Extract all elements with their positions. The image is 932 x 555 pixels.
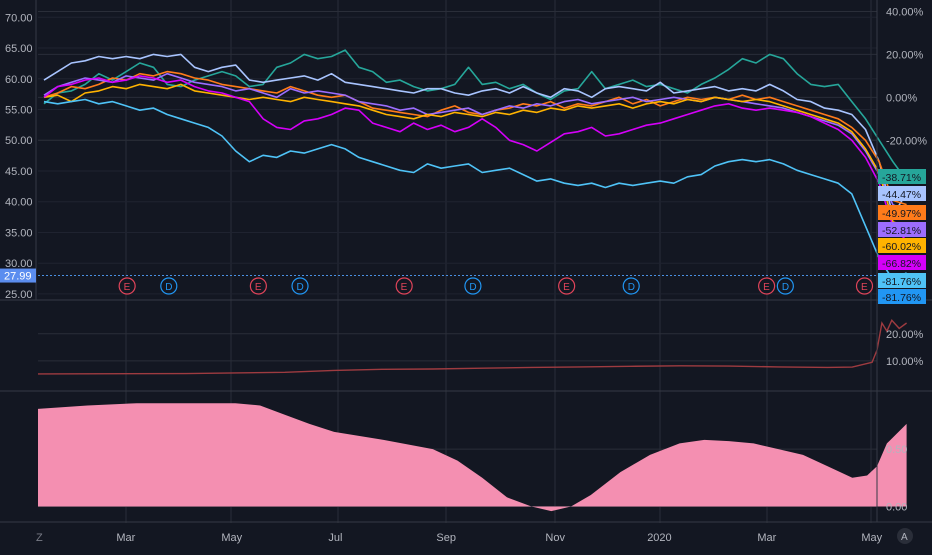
event-marker-label: E: [563, 282, 570, 293]
left-axis-tick-label: 65.00: [5, 43, 33, 55]
correlation-pane[interactable]: [38, 403, 907, 512]
time-axis-label: Mar: [757, 532, 776, 544]
dividend-marker[interactable]: [160, 277, 178, 295]
series-end-label-box: [878, 238, 926, 253]
gridlines: [38, 0, 877, 523]
right-axis-tick-label: 20.00%: [886, 49, 924, 61]
event-marker-label: D: [628, 282, 635, 293]
series-end-label: -38.71%: [882, 172, 921, 184]
series-end-label: -81.76%: [882, 292, 921, 304]
correlation-area[interactable]: [38, 403, 907, 512]
time-axis-label: Sep: [436, 532, 456, 544]
series-end-label-box: [878, 222, 926, 237]
earnings-marker[interactable]: [395, 277, 413, 295]
price-label: 27.99: [4, 271, 32, 283]
spread-line[interactable]: [37, 319, 908, 375]
dividend-marker[interactable]: [464, 277, 482, 295]
event-marker-label: D: [165, 282, 172, 293]
series-end-label: -49.97%: [882, 208, 921, 220]
dividend-marker[interactable]: [622, 277, 640, 295]
left-axis-tick-label: 50.00: [5, 135, 33, 147]
event-marker-label: D: [297, 282, 304, 293]
time-axis-label: Jul: [328, 532, 342, 544]
spread-pane[interactable]: [37, 319, 908, 375]
event-marker-label: D: [469, 282, 476, 293]
time-axis-label: Nov: [545, 532, 565, 544]
left-axis-tick-label: 60.00: [5, 74, 33, 86]
right-axis-tick-label: 10.00%: [886, 356, 924, 368]
series-end-label-box: [878, 255, 926, 270]
earnings-marker[interactable]: [758, 277, 776, 295]
time-axis-label: May: [861, 532, 882, 544]
series-line-3[interactable]: [43, 70, 907, 206]
earnings-marker[interactable]: [118, 277, 136, 295]
dividend-marker[interactable]: [291, 277, 309, 295]
series-end-label-box: [878, 186, 926, 201]
right-axis-tick-label: -20.00%: [886, 135, 927, 147]
event-marker-label: D: [782, 282, 789, 293]
series-end-labels: -38.71% -44.47% -49.97% -52.81% -60.02% -66.8…: [878, 169, 926, 304]
left-axis-tick-label: 70.00: [5, 12, 33, 24]
main-price-pane[interactable]: [43, 49, 908, 281]
series-end-label-box: [878, 273, 926, 288]
earnings-marker[interactable]: [249, 277, 267, 295]
series-end-label-box: [878, 169, 926, 184]
event-marker-label: E: [861, 282, 868, 293]
dividend-marker[interactable]: [776, 277, 794, 295]
time-axis-label: 2020: [647, 532, 671, 544]
time-axis-label: Mar: [116, 532, 135, 544]
series-end-label: -60.02%: [882, 241, 921, 253]
left-axis-tick-label: 45.00: [5, 166, 33, 178]
axes: 70.00 65.00 60.00 55.00 50.00 45.00 40.00 35.00…: [0, 0, 932, 523]
series-line-2[interactable]: [43, 53, 908, 217]
series-end-label: -66.82%: [882, 258, 921, 270]
right-axis-tick-label: 20.00%: [886, 329, 924, 341]
price-label-box: [0, 268, 36, 283]
auto-scale-button[interactable]: [897, 528, 913, 544]
scale-mode-left-button[interactable]: Z: [36, 532, 43, 544]
left-axis-tick-label: 25.00: [5, 289, 33, 301]
series-end-label-box: [878, 205, 926, 220]
series-line-5[interactable]: [43, 83, 907, 227]
time-axis[interactable]: Z A Mar May Jul Sep Nov 2020 Mar May: [0, 523, 932, 550]
event-marker-label: E: [401, 282, 408, 293]
series-line-6[interactable]: [43, 75, 908, 242]
left-axis-tick-label: 30.00: [5, 258, 33, 270]
earnings-marker[interactable]: [855, 277, 874, 295]
time-axis-label: May: [221, 532, 242, 544]
series-end-label-box: [878, 289, 926, 304]
right-axis-tick-label: 0.00: [886, 502, 907, 514]
auto-scale-label: A: [901, 532, 908, 543]
series-end-label: -81.76%: [882, 276, 921, 288]
event-marker-label: E: [763, 282, 770, 293]
series-line-7[interactable]: [43, 98, 907, 281]
series-line-4[interactable]: [43, 72, 907, 212]
event-marker-label: E: [124, 282, 131, 293]
left-axis-tick-label: 40.00: [5, 197, 33, 209]
earnings-marker[interactable]: [558, 277, 576, 295]
left-axis-tick-label: 55.00: [5, 105, 33, 117]
event-marker-label: E: [255, 282, 262, 293]
right-axis-tick-label: 40.00%: [886, 6, 924, 18]
series-end-label: -52.81%: [882, 225, 921, 237]
series-end-label: -44.47%: [882, 189, 921, 201]
right-axis-tick-label: 0.50: [886, 444, 907, 456]
right-axis-tick-label: 0.00%: [886, 92, 917, 104]
left-axis-tick-label: 35.00: [5, 227, 33, 239]
